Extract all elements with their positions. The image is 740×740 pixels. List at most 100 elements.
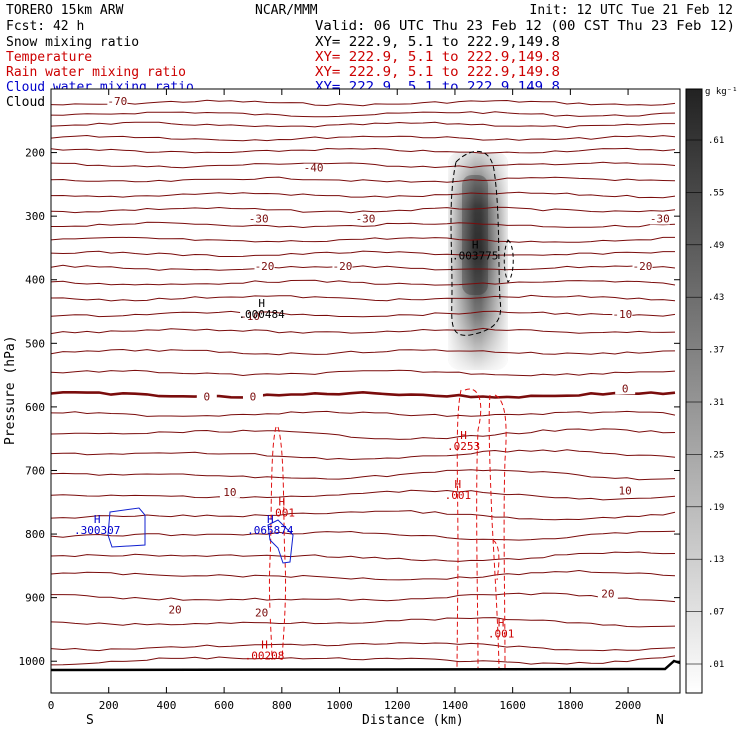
snow-shading [448,152,508,370]
isotherm [50,510,676,521]
cloud-ice-contour [450,150,502,336]
isotherm [50,410,676,417]
x-tick-label: 1800 [557,699,584,712]
field-xy: XY= 222.9, 5.1 to 222.9,149.8 [315,65,560,80]
temp-label-bg [649,214,670,225]
x-tick-label: 2000 [615,699,642,712]
isotherm [50,642,676,652]
isotherm [50,161,676,169]
x-tick-label: 1600 [499,699,526,712]
isotherm [50,310,676,318]
isotherm [50,327,676,335]
field-name: Rain water mixing ratio [6,65,186,80]
colorbar-unit: g kg⁻¹ [705,87,738,97]
temperature-isotherms [50,99,676,666]
field-name: Temperature [6,50,92,65]
temp-label: 0 [203,391,210,404]
field-xy: XY= 222.9, 5.1 to 222.9,149.8 [315,50,560,65]
x-tick-label: 1400 [442,699,469,712]
field-name: Snow mixing ratio [6,35,139,50]
temp-label-bg [632,262,653,273]
plot-frame [50,88,681,694]
extremum-value: .001 [269,506,296,519]
isotherm [51,221,676,229]
rain-water-contours [268,388,507,669]
colorbar-label: .43 [708,293,724,303]
y-tick-label: 300 [25,210,45,223]
isotherm [50,176,676,183]
temp-label: -20 [255,260,275,273]
temp-label: 10 [223,486,236,499]
temp-label-bg [107,96,128,107]
temp-label: -10 [240,310,260,323]
isotherm [50,191,676,199]
temp-label: -40 [304,162,324,175]
colorbar-label: .49 [708,241,724,251]
temp-label: 20 [168,604,181,617]
isotherm [50,134,676,142]
forecast-hour: Fcst: 42 h [6,19,84,34]
temp-label-bg [219,487,240,498]
temp-label: -20 [332,260,352,273]
extremum-value: .00208 [245,649,285,662]
temp-label-bg [303,163,324,174]
extremum-h: H [94,513,101,526]
extremum-value: .001 [488,628,515,641]
cloud-ice-contour-small [503,239,514,283]
isotherm [50,655,676,666]
temp-label-bg [615,486,636,497]
isotherm [50,250,675,257]
contour-labels: -70 -40 -30 -30 -30 -20 -20 -20 -10 -10 0 0 0 10 10 20 2… [74,95,670,662]
x-tick-label: 800 [272,699,292,712]
field-xy: XY= 222.9, 5.1 to 222.9,149.8 [315,35,560,50]
y-tick-label: 500 [25,337,45,350]
isotherm [50,279,676,286]
temp-label-bg [196,392,217,403]
temp-label-bg [612,309,633,320]
extremum-h: H [460,429,467,442]
colorbar-label: .61 [708,136,724,146]
x-tick-label: 0 [48,699,55,712]
extremum-value: .001 [445,489,472,502]
isotherm [50,617,676,628]
x-tick-label: 600 [214,699,234,712]
temp-label-bg [251,608,272,619]
colorbar-labels: .61 .55 .49 .43 .37 .31 .25 .19 .13 .07 .01 [686,136,724,670]
temp-label-bg [597,589,618,600]
isotherm [50,99,676,107]
y-tick-label: 600 [25,401,45,414]
temp-label-bg [242,392,263,403]
temp-label: -20 [633,260,653,273]
temp-label: -30 [356,213,376,226]
temp-label: 0 [250,391,257,404]
temp-label-bg [615,384,636,395]
y-tick-label: 400 [25,274,45,287]
colorbar-label: .07 [708,608,724,618]
colorbar-label: .19 [708,503,724,513]
isotherm [50,530,676,541]
model-title: TORERO 15km ARW [6,3,124,18]
cloud-water-contours [107,507,294,564]
colorbar-label: .01 [708,660,724,670]
isotherm [50,569,676,581]
x-axis: 0 200 400 600 800 1000 1200 1400 1600 1800 2000 [48,89,642,712]
y-tick-label: 1000 [19,655,46,668]
isotherm [50,428,676,440]
temp-label: -70 [107,95,127,108]
extremum-h: H [455,478,462,491]
x-axis-label: Distance (km) [362,713,464,728]
extremum-h: H [261,638,268,651]
temp-label: 20 [255,607,268,620]
y-axis-label: Pressure (hPa) [3,335,18,445]
isotherm [50,264,676,271]
temp-label-bg [165,605,186,616]
colorbar-label: .31 [708,398,724,408]
isotherm [50,121,675,129]
extremum-h: H [279,495,286,508]
isotherm [50,206,676,214]
isotherm [50,147,676,154]
y-tick-label: 900 [25,592,45,605]
valid-time: Valid: 06 UTC Thu 23 Feb 12 (00 CST Thu … [315,19,735,34]
